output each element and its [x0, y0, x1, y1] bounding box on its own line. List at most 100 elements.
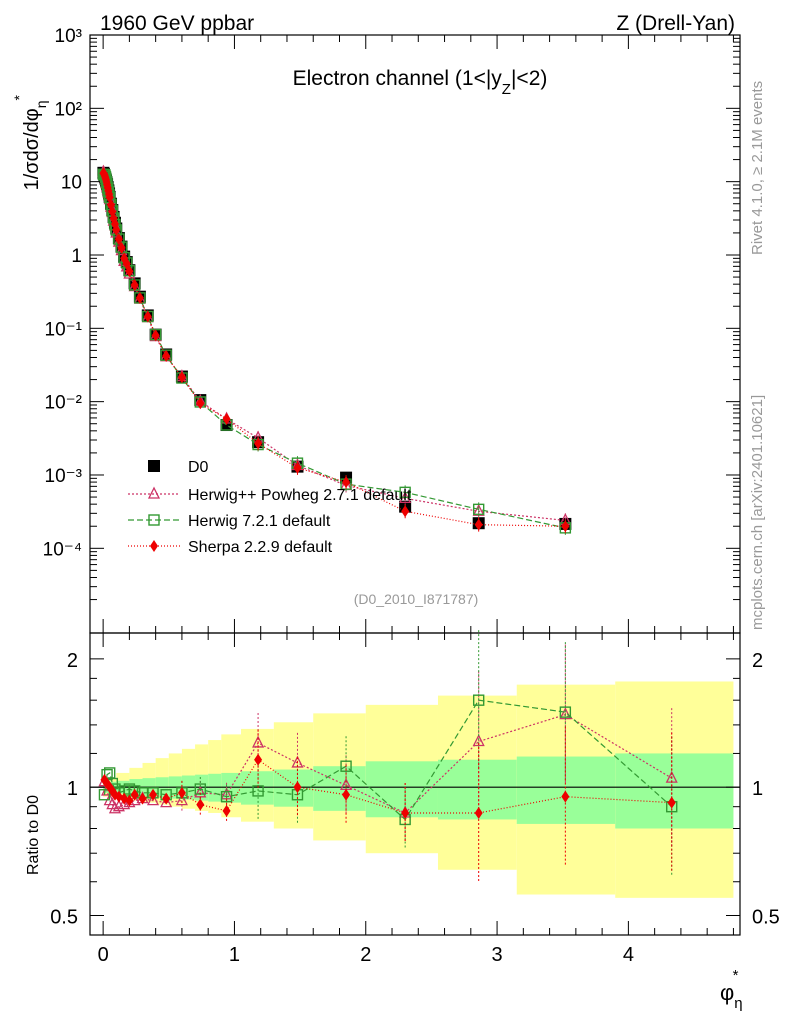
ratio-y-tick-label-right: 1	[752, 778, 763, 800]
y-tick-label: 10²	[55, 99, 82, 120]
main-panel: 10⁻⁴ 10⁻³ 10⁻² 10⁻¹ 1 10 10² 10³ Electron chann…	[11, 26, 741, 634]
ratio-point	[130, 788, 139, 801]
ratio-point	[559, 706, 572, 718]
uncertainty-band-inner	[365, 761, 438, 818]
ratio-point	[196, 798, 205, 811]
ratio-point	[138, 792, 147, 805]
y-tick-label: 10⁻⁴	[43, 539, 82, 560]
ratio-point	[474, 806, 483, 819]
ratio-point	[146, 793, 160, 806]
ratio-point	[340, 760, 352, 772]
data-point	[399, 486, 411, 499]
x-tick-label: 1	[229, 944, 240, 966]
ratio-point	[162, 792, 171, 805]
panel-title: Electron channel (1<|yZ|<2)	[293, 67, 548, 98]
legend-marker	[150, 540, 158, 552]
x-tick-label: 3	[492, 944, 503, 966]
ratio-ticks: 0.5 0.5 1 1 2 2 0 1 2 3 4	[50, 633, 780, 966]
ratio-point	[118, 797, 131, 810]
ratio-frame	[89, 632, 741, 936]
ratio-point	[220, 790, 233, 803]
uncertainty-band-inner	[516, 756, 616, 824]
ratio-point	[472, 734, 485, 747]
legend-label: D0	[188, 459, 209, 476]
x-tick-label: 0	[98, 944, 109, 966]
ratio-point	[149, 788, 158, 801]
ratio-point	[472, 694, 485, 706]
data-point	[120, 252, 129, 265]
data-point	[472, 503, 485, 516]
data-point	[293, 461, 302, 474]
y-tick-label: 1	[71, 246, 82, 267]
y-tick-label: 10⁻¹	[45, 319, 83, 340]
left-title: 1960 GeV ppbar	[100, 12, 254, 35]
y-tick-label: 10⁻²	[45, 393, 83, 414]
ratio-line-0	[103, 713, 673, 814]
ratio-y-tick-label: 1	[67, 778, 78, 800]
main-series	[97, 164, 572, 535]
legend-marker	[148, 514, 160, 526]
ratio-point	[177, 786, 186, 799]
legend-label: Herwig 7.2.1 default	[188, 513, 331, 530]
ratio-point	[175, 793, 188, 806]
data-point	[474, 518, 483, 531]
data-point	[117, 241, 126, 254]
legend-label: Sherpa 2.2.9 default	[188, 539, 333, 556]
data-point	[151, 329, 160, 342]
data-point	[342, 476, 351, 489]
series-line-2	[103, 173, 566, 529]
ratio-panel: 0.5 0.5 1 1 2 2 0 1 2 3 4 Ratio to D0	[25, 630, 780, 966]
ratio-point	[667, 796, 676, 809]
ratio-line-1	[103, 699, 673, 821]
data-point	[135, 291, 144, 304]
data-point	[561, 520, 570, 533]
x-tick-label: 4	[623, 944, 634, 966]
ratio-point	[220, 787, 233, 800]
ratio-bands	[90, 681, 740, 898]
data-point	[196, 397, 205, 410]
y-tick-label: 10⁻³	[45, 466, 83, 487]
y-tick-label: 10	[61, 173, 82, 194]
ratio-point	[254, 753, 263, 766]
ratio-y-tick-label-right: 0.5	[752, 906, 780, 928]
ratio-point	[401, 806, 410, 819]
legend-marker	[148, 460, 160, 472]
data-point	[254, 437, 263, 450]
main-ticks: 10⁻⁴ 10⁻³ 10⁻² 10⁻¹ 1 10 10² 10³	[43, 26, 740, 633]
data-point	[125, 265, 134, 278]
main-ylabel: 1/σdσ/dφη*	[11, 94, 49, 190]
y-tick-label: 10³	[55, 26, 82, 47]
ratio-point	[108, 801, 122, 814]
data-point	[401, 505, 410, 518]
uncertainty-band-inner	[313, 766, 366, 811]
data-point	[130, 278, 139, 291]
series-line-3	[102, 172, 566, 527]
uncertainty-band-inner	[241, 771, 274, 805]
legend-marker	[147, 486, 161, 499]
legend: D0 Herwig++ Powheg 2.7.1 default Herwig 7.…	[128, 459, 412, 556]
ratio-point	[561, 790, 570, 803]
side-rivet-label: Rivet 4.1.0, ≥ 2.1M events	[749, 81, 766, 255]
ratio-y-tick-label: 0.5	[50, 906, 78, 928]
uncertainty-band-inner	[615, 753, 734, 829]
ratio-point	[112, 799, 125, 812]
data-point	[112, 223, 121, 236]
x-axis-label: φη*	[720, 967, 743, 1012]
ratio-point	[125, 794, 134, 807]
right-title: Z (Drell-Yan)	[616, 12, 735, 35]
data-point	[177, 371, 186, 384]
ratio-series	[98, 630, 678, 883]
x-tick-label: 2	[360, 944, 371, 966]
ratio-point	[293, 781, 302, 794]
data-point	[114, 233, 123, 246]
data-point	[143, 310, 152, 323]
ratio-point	[120, 792, 129, 805]
ratio-y-tick-label-right: 2	[752, 650, 763, 672]
legend-label: Herwig++ Powheg 2.7.1 default	[188, 487, 412, 504]
series-line-1	[102, 171, 566, 522]
ratio-point	[222, 804, 231, 817]
ratio-ylabel: Ratio to D0	[25, 795, 42, 875]
side-site-label: mcplots.cern.ch [arXiv:2401.10621]	[749, 395, 766, 630]
analysis-id: (D0_2010_I871787)	[354, 591, 479, 607]
